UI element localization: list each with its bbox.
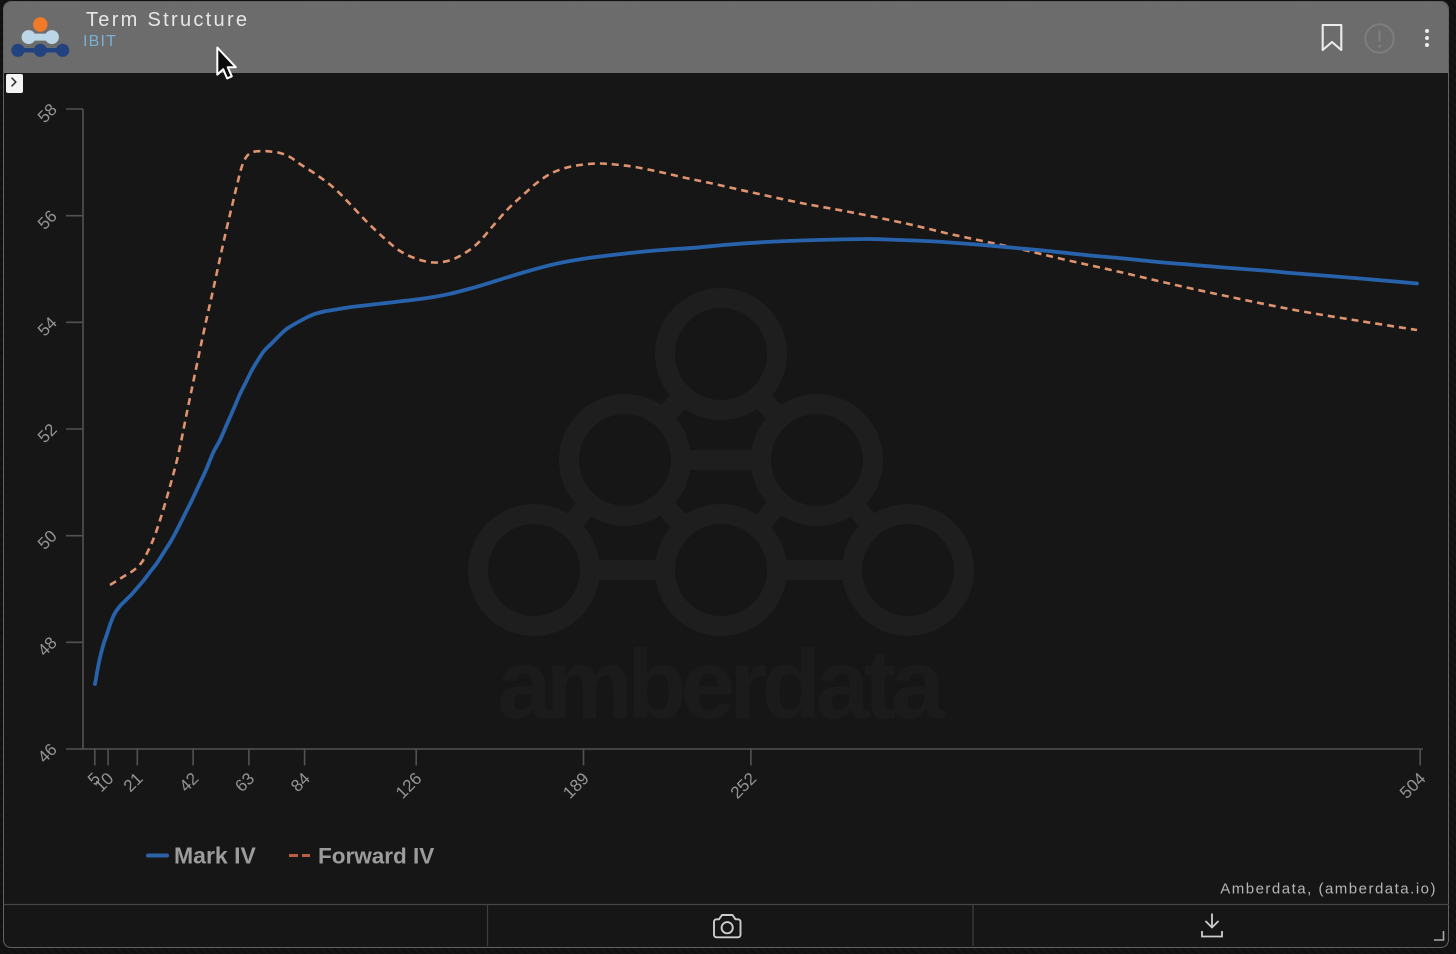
- svg-text:Mark IV: Mark IV: [174, 843, 256, 869]
- svg-text:48: 48: [34, 633, 61, 660]
- svg-text:252: 252: [727, 769, 760, 802]
- svg-text:56: 56: [34, 207, 61, 234]
- svg-text:amberdata: amberdata: [497, 629, 946, 739]
- svg-text:Amberdata, (amberdata.io): Amberdata, (amberdata.io): [1220, 881, 1437, 898]
- svg-text:42: 42: [176, 769, 203, 796]
- svg-text:54: 54: [34, 313, 61, 340]
- svg-text:84: 84: [287, 769, 314, 796]
- svg-text:58: 58: [34, 100, 61, 127]
- svg-text:21: 21: [120, 769, 147, 796]
- svg-text:189: 189: [559, 769, 592, 802]
- svg-text:Forward IV: Forward IV: [318, 844, 434, 869]
- svg-text:52: 52: [34, 420, 61, 447]
- svg-text:46: 46: [34, 740, 61, 767]
- svg-text:50: 50: [34, 527, 61, 554]
- svg-text:504: 504: [1396, 769, 1429, 802]
- svg-text:126: 126: [392, 769, 425, 802]
- svg-text:63: 63: [231, 769, 258, 796]
